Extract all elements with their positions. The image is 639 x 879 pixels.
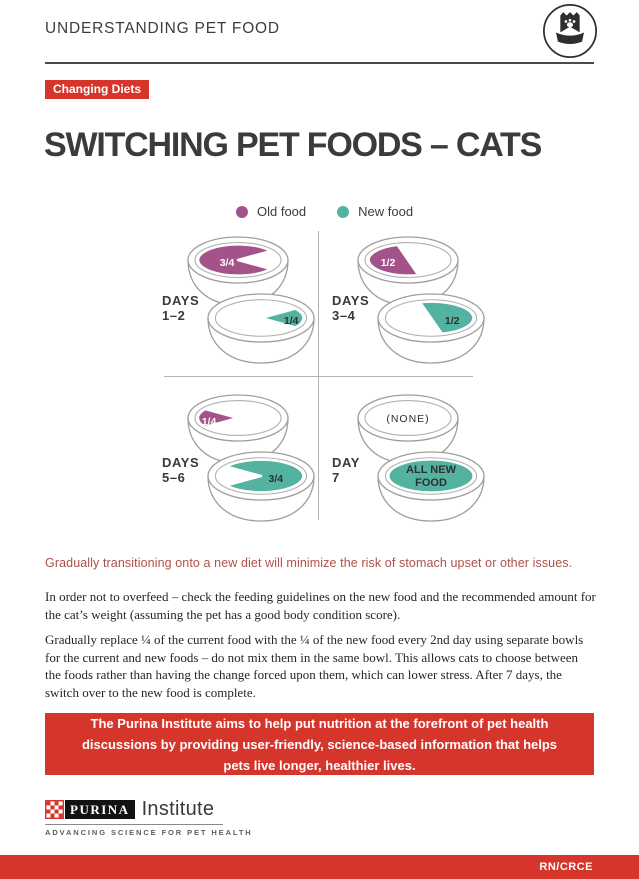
day-label-7: DAY 7 <box>332 455 361 485</box>
bowls-days-5-6: 1/4 3/4 <box>187 394 315 522</box>
category-badge: Changing Diets <box>45 80 150 99</box>
svg-text:1/2: 1/2 <box>445 315 460 327</box>
purina-institute-info-box: The Purina Institute aims to help put nu… <box>45 713 594 775</box>
bowls-days-1-2: 3/4 1/4 <box>187 236 315 364</box>
svg-text:1/2: 1/2 <box>381 257 396 269</box>
paragraph-2: Gradually replace ¼ of the current food … <box>45 632 584 700</box>
legend-item-new-food: New food <box>337 204 413 219</box>
svg-text:3/4: 3/4 <box>220 257 235 269</box>
day-label-1-2: DAYS 1–2 <box>162 293 200 323</box>
paragraph-1: In order not to overfeed – check the fee… <box>45 589 596 622</box>
legend-label-new: New food <box>358 204 414 219</box>
logo-divider <box>45 824 223 825</box>
legend-label-old: Old food <box>257 204 307 219</box>
new-food-dot-icon <box>337 205 350 218</box>
info-box-text: The Purina Institute aims to help put nu… <box>81 715 558 773</box>
purina-institute-logo: PURINA Institute <box>45 797 215 820</box>
quadrant-divider-horizontal <box>164 376 473 377</box>
day-label-5-6: DAYS 5–6 <box>162 455 200 485</box>
day-label-3-4: DAYS 3–4 <box>332 293 370 323</box>
svg-text:3/4: 3/4 <box>269 473 284 485</box>
bottom-bar: RN/CRCE <box>0 855 639 879</box>
svg-text:FOOD: FOOD <box>415 477 447 489</box>
legend: Old food New food <box>236 204 435 219</box>
header-divider <box>45 62 594 64</box>
header-title: UNDERSTANDING PET FOOD <box>45 20 280 37</box>
svg-text:1/4: 1/4 <box>284 315 299 327</box>
purina-checkerboard-icon <box>45 799 64 819</box>
institute-wordmark: Institute <box>141 797 215 820</box>
page-title: SWITCHING PET FOODS – CATS <box>44 126 542 164</box>
logo-tagline: ADVANCING SCIENCE FOR PET HEALTH <box>45 828 253 837</box>
svg-text:1/4: 1/4 <box>202 416 217 428</box>
pet-food-bag-and-bowl-icon <box>543 4 597 58</box>
svg-text:ALL NEW: ALL NEW <box>406 464 457 476</box>
purina-wordmark: PURINA <box>65 799 135 819</box>
old-food-dot-icon <box>236 205 248 218</box>
svg-text:(NONE): (NONE) <box>386 413 429 425</box>
bowls-days-3-4: 1/2 1/2 <box>357 236 485 364</box>
quadrant-divider-vertical <box>318 231 319 520</box>
document-code: RN/CRCE <box>539 861 593 873</box>
legend-item-old-food: Old food <box>236 204 306 219</box>
lead-sentence: Gradually transitioning onto a new diet … <box>45 556 573 570</box>
body-copy: In order not to overfeed – check the fee… <box>45 588 597 727</box>
